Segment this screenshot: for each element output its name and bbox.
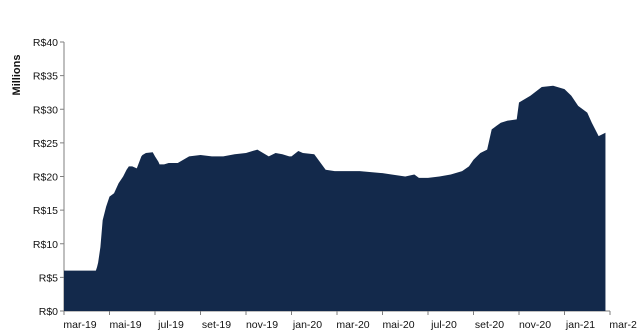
- x-tick-label: mai-19: [109, 319, 141, 331]
- x-tick-label: mar-20: [336, 319, 369, 331]
- y-tick-label: R$15: [33, 205, 58, 217]
- y-tick-label: R$35: [33, 71, 58, 83]
- x-tick-label: nov-20: [519, 319, 551, 331]
- series-area-group: [64, 85, 606, 312]
- x-tick-label: mar-19: [63, 319, 96, 331]
- x-tick-label: jan-20: [292, 319, 322, 331]
- y-tick-label: R$40: [33, 37, 58, 49]
- series-area-0: [64, 85, 606, 312]
- y-tick-label: R$25: [33, 138, 58, 150]
- x-tick-label: jul-20: [430, 319, 457, 331]
- x-axis: mar-19 mai-19 jul-19 set-19 nov-19 jan-20 mar-…: [63, 310, 637, 331]
- y-axis: R$0 R$5 R$10 R$15 R$20 R$25 R$30 R$35 R$40: [33, 37, 65, 318]
- x-tick-label: set-20: [475, 319, 504, 331]
- y-tick-label: R$0: [39, 306, 58, 318]
- x-tick-label: jul-19: [157, 319, 184, 331]
- x-tick-label: mar-21: [609, 319, 637, 331]
- x-tick-label: jan-21: [565, 319, 595, 331]
- y-tick-label: R$10: [33, 239, 58, 251]
- x-tick-label: mai-20: [382, 319, 414, 331]
- x-tick-label: nov-19: [246, 319, 278, 331]
- x-tick-label: set-19: [202, 319, 231, 331]
- y-axis-title: Millions: [11, 55, 23, 96]
- y-tick-label: R$20: [33, 172, 58, 184]
- y-tick-label: R$30: [33, 104, 58, 116]
- y-tick-label: R$5: [39, 272, 58, 284]
